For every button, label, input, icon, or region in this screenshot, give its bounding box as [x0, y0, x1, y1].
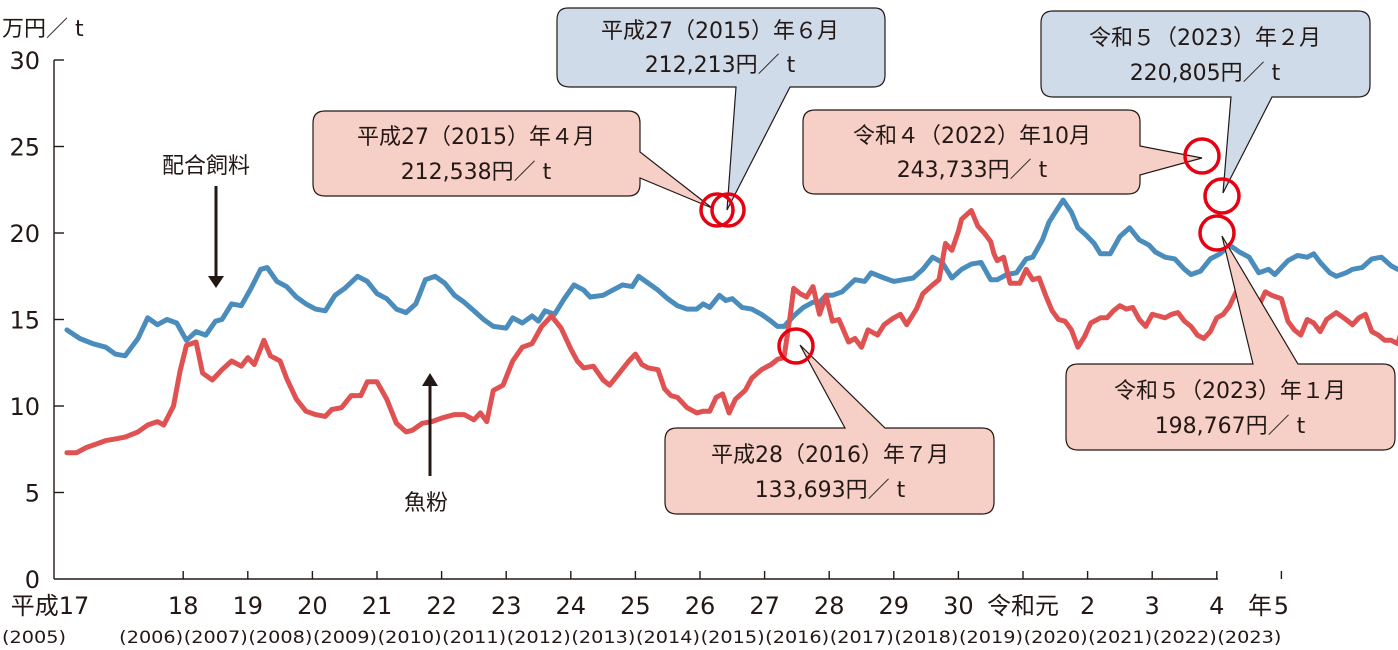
x-tick-year: (2010): [378, 628, 442, 648]
x-tick-label: 26: [685, 592, 716, 620]
y-tick-label: 10: [9, 393, 40, 421]
callout-fishmeal-2022-10: 令和４（2022）年10月 243,733円／ t: [802, 109, 1203, 195]
x-tick-label: 5: [1274, 592, 1289, 620]
fishmeal-price-line: [64, 208, 1398, 456]
x-tick-year: (2015): [701, 628, 765, 648]
callout-fishmeal-2015-04: 平成27（2015）年４月 212,538円／ t: [312, 110, 713, 209]
x-tick-label: 21: [362, 592, 393, 620]
callout-value: 212,213円／ t: [645, 53, 796, 78]
x-tick-year: (2013): [571, 628, 635, 648]
x-tick-label: 令和元: [987, 592, 1059, 620]
marker-circle-icon: [699, 192, 735, 228]
x-tick-label: 27: [749, 592, 780, 620]
callout-feed-2015-06: 平成27（2015）年６月 212,213円／ t: [556, 7, 886, 211]
y-tick-label: 30: [9, 47, 40, 75]
y-tick-label: 5: [25, 480, 40, 508]
x-tick-year: (2012): [507, 628, 571, 648]
callout-date: 平成27（2015）年４月: [357, 125, 595, 150]
x-tick-label: 23: [491, 592, 522, 620]
x-tick-year: (2016): [765, 628, 829, 648]
callout-date: 平成27（2015）年６月: [601, 19, 839, 44]
y-tick-label: 15: [9, 307, 40, 335]
callout-value: 133,693円／ t: [755, 478, 906, 503]
x-tick-year: (2018): [894, 628, 958, 648]
x-axis: 平成17 (2005) 18 (2006) 19 (2007) 20 (2008) 21 (200…: [2, 571, 1289, 648]
x-tick-year: (2007): [184, 628, 248, 648]
callout-fishmeal-2023-01: 令和５（2023）年１月 198,767円／ t: [1065, 235, 1396, 451]
x-tick-label: 3: [1145, 592, 1160, 620]
callout-fishmeal-2016-07: 平成28（2016）年７月 133,693円／ t: [664, 344, 995, 515]
x-tick-year: (2019): [959, 628, 1023, 648]
x-tick-year: (2008): [248, 628, 312, 648]
marker-circle-icon: [1198, 214, 1236, 252]
x-tick-year: (2006): [119, 628, 183, 648]
marker-circle-icon: [710, 192, 746, 228]
x-axis-unit: 年: [1248, 592, 1272, 620]
y-tick-label: 25: [9, 134, 40, 162]
x-tick-year: (2005): [2, 628, 66, 648]
y-tick-label: 0: [25, 566, 40, 594]
callout-date: 令和４（2022）年10月: [853, 124, 1091, 149]
x-tick-year: (2023): [1217, 628, 1281, 648]
y-tick-label: 20: [9, 220, 40, 248]
x-tick-label: 4: [1209, 592, 1224, 620]
x-tick-year: (2022): [1153, 628, 1217, 648]
x-tick-year: (2021): [1088, 628, 1152, 648]
callout-date: 令和５（2023）年１月: [1114, 379, 1346, 404]
x-tick-year: (2017): [830, 628, 894, 648]
callout-value: 220,805円／ t: [1130, 61, 1281, 86]
callout-value: 198,767円／ t: [1155, 414, 1306, 439]
marker-circle-icon: [1203, 177, 1241, 215]
fishmeal-series-label: 魚粉: [404, 491, 448, 516]
callout-value: 212,538円／ t: [401, 160, 552, 185]
x-tick-label: 30: [943, 592, 974, 620]
x-tick-label: 22: [426, 592, 457, 620]
marker-circle-icon: [777, 327, 815, 365]
x-tick-label: 2: [1080, 592, 1095, 620]
marker-circle-icon: [1183, 137, 1221, 175]
x-tick-year: (2020): [1024, 628, 1088, 648]
y-axis: 0 5 10 15 20 25 30: [9, 47, 64, 594]
x-tick-label: 24: [556, 592, 587, 620]
x-tick-label: 平成17: [11, 592, 90, 620]
y-axis-unit: 万円／ t: [2, 17, 84, 42]
x-tick-year: (2014): [636, 628, 700, 648]
x-tick-label: 25: [620, 592, 651, 620]
callout-date: 平成28（2016）年７月: [711, 443, 949, 468]
feed-series-label: 配合飼料: [162, 154, 250, 179]
x-tick-label: 29: [879, 592, 910, 620]
x-tick-label: 19: [233, 592, 264, 620]
highlight-circles: [699, 137, 1241, 365]
x-tick-year: (2011): [442, 628, 506, 648]
fishmeal-arrow-icon: [422, 373, 438, 476]
feed-price-line: [64, 197, 1398, 359]
x-tick-label: 18: [168, 592, 199, 620]
x-tick-label: 28: [814, 592, 845, 620]
callout-date: 令和５（2023）年２月: [1089, 26, 1321, 51]
x-tick-year: (2009): [313, 628, 377, 648]
feed-arrow-icon: [208, 186, 224, 288]
callout-feed-2023-02: 令和５（2023）年２月 220,805円／ t: [1040, 10, 1371, 194]
x-tick-label: 20: [297, 592, 328, 620]
callout-value: 243,733円／ t: [897, 158, 1048, 183]
